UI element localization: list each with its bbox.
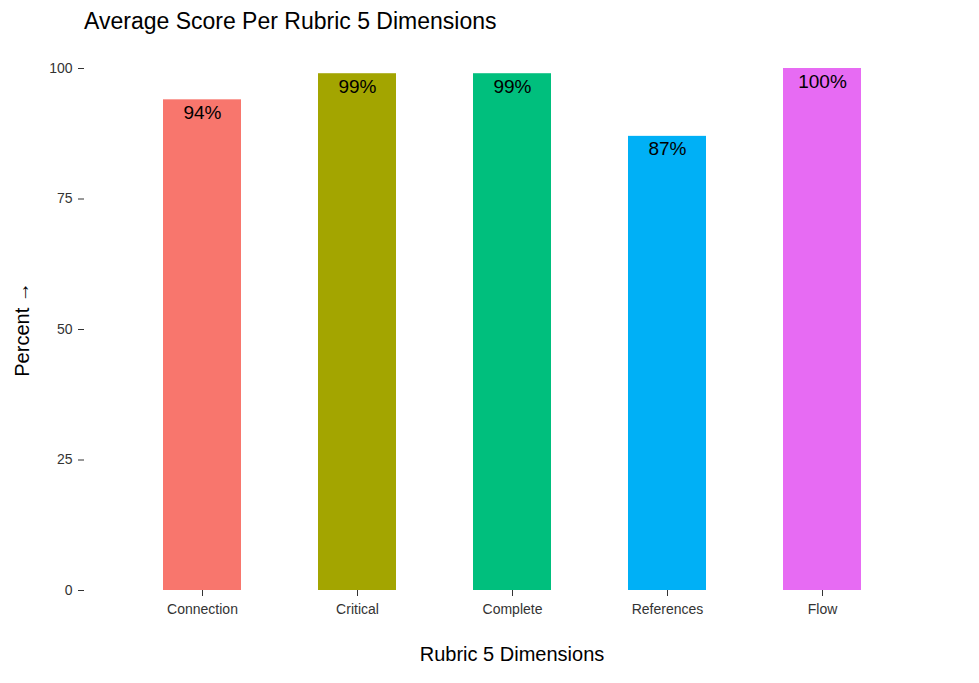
svg-text:Flow: Flow — [808, 601, 838, 617]
svg-text:Critical: Critical — [336, 601, 379, 617]
svg-text:99%: 99% — [338, 76, 376, 97]
svg-text:100%: 100% — [798, 71, 847, 92]
svg-text:Rubric 5 Dimensions: Rubric 5 Dimensions — [420, 643, 605, 665]
svg-text:87%: 87% — [648, 138, 686, 159]
svg-text:50: 50 — [57, 321, 73, 337]
svg-text:Connection: Connection — [167, 601, 238, 617]
svg-text:Complete: Complete — [483, 601, 543, 617]
svg-text:75: 75 — [57, 190, 73, 206]
svg-text:25: 25 — [57, 451, 73, 467]
svg-text:94%: 94% — [183, 102, 221, 123]
svg-text:References: References — [632, 601, 704, 617]
svg-text:Percent →: Percent → — [11, 282, 33, 376]
svg-text:99%: 99% — [493, 76, 531, 97]
svg-text:100: 100 — [49, 60, 73, 76]
html-text:Average Score Per Rubric 5 Dim: Average Score Per Rubric 5 Dimensions — [84, 8, 497, 34]
svg-text:0: 0 — [65, 582, 73, 598]
